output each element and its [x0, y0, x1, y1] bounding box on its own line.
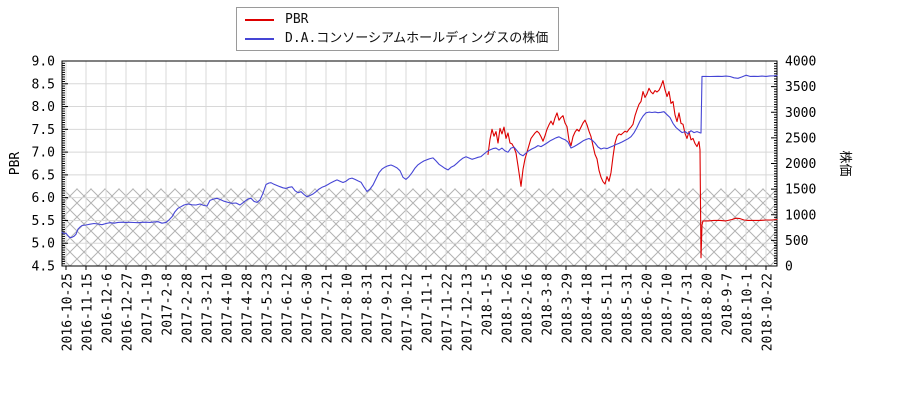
- svg-text:7.0: 7.0: [32, 146, 55, 161]
- x-tick-label: 2017-9-21: [381, 273, 396, 343]
- legend-item-stock-price: D.A.コンソーシアムホールディングスの株価: [245, 29, 548, 48]
- svg-text:8.0: 8.0: [32, 100, 55, 115]
- x-tick-label: 2018-8-20: [701, 273, 716, 343]
- x-tick-label: 2017-4-10: [221, 273, 236, 343]
- svg-text:1500: 1500: [785, 183, 816, 198]
- x-tick-label: 2017-10-12: [401, 273, 416, 351]
- x-tick-label: 2018-7-10: [661, 273, 676, 343]
- x-tick-label: 2018-4-18: [581, 273, 596, 343]
- x-tick-label: 2018-10-1: [741, 273, 756, 343]
- x-tick-label: 2017-12-13: [461, 273, 476, 351]
- x-tick-label: 2017-7-21: [321, 273, 336, 343]
- pbr-series-line: [487, 80, 778, 259]
- x-tick-label: 2018-9-7: [721, 273, 736, 336]
- x-tick-label: 2016-11-15: [81, 273, 96, 351]
- left-axis-title: PBR: [8, 152, 23, 176]
- svg-text:5.0: 5.0: [32, 237, 55, 252]
- svg-text:6.0: 6.0: [32, 191, 55, 206]
- stock-price-line-swatch: [245, 37, 274, 40]
- axis-ticks: [62, 60, 777, 270]
- x-tick-label: 2018-1-5: [481, 273, 496, 336]
- svg-text:2500: 2500: [785, 131, 816, 146]
- svg-text:6.5: 6.5: [32, 168, 55, 183]
- x-tick-label: 2018-5-11: [601, 273, 616, 343]
- hatch-band: [62, 188, 777, 266]
- svg-text:2000: 2000: [785, 157, 816, 172]
- x-tick-label: 2018-1-26: [501, 273, 516, 343]
- x-tick-label: 2017-1-19: [141, 273, 156, 343]
- svg-text:4000: 4000: [785, 55, 816, 70]
- x-tick-label: 2016-10-25: [61, 273, 76, 351]
- svg-text:4.5: 4.5: [32, 260, 55, 275]
- gridlines: [62, 60, 777, 267]
- x-tick-label: 2018-10-22: [761, 273, 776, 351]
- svg-text:8.5: 8.5: [32, 77, 55, 92]
- stock-price-series-line: [61, 74, 778, 239]
- svg-text:3500: 3500: [785, 80, 816, 95]
- svg-text:7.5: 7.5: [32, 123, 55, 138]
- legend-item-pbr: PBR: [245, 10, 548, 29]
- x-tick-label: 2018-6-20: [641, 273, 656, 343]
- x-tick-label: 2016-12-27: [121, 273, 136, 351]
- x-tick-label: 2017-3-21: [201, 273, 216, 343]
- x-tick-label: 2018-3-8: [541, 273, 556, 336]
- x-tick-label: 2016-12-6: [101, 273, 116, 343]
- x-tick-label: 2017-2-8: [161, 273, 176, 336]
- svg-text:9.0: 9.0: [32, 55, 55, 70]
- legend-label-stock-price: D.A.コンソーシアムホールディングスの株価: [285, 31, 549, 46]
- x-tick-label: 2017-2-28: [181, 273, 196, 343]
- x-tick-label: 2017-8-10: [341, 273, 356, 343]
- x-tick-label: 2017-6-12: [281, 273, 296, 343]
- x-tick-label: 2018-2-16: [521, 273, 536, 343]
- right-axis-title: 株価: [837, 150, 852, 176]
- svg-text:5.5: 5.5: [32, 214, 55, 229]
- legend-box: PBR D.A.コンソーシアムホールディングスの株価: [236, 7, 560, 51]
- pbr-line-swatch: [245, 18, 274, 21]
- x-tick-label: 2017-5-23: [261, 273, 276, 343]
- svg-text:0: 0: [785, 260, 793, 275]
- x-tick-label: 2017-4-28: [241, 273, 256, 343]
- svg-text:3000: 3000: [785, 106, 816, 121]
- x-tick-label: 2017-8-31: [361, 273, 376, 343]
- x-tick-label: 2018-3-29: [561, 273, 576, 343]
- legend-label-pbr: PBR: [285, 12, 309, 27]
- svg-text:500: 500: [785, 234, 808, 249]
- x-tick-label: 2017-11-1: [421, 273, 436, 343]
- axis-tick-labels: 9.0 8.5 8.0 7.5 7.0 6.5 6.0 5.5 5.0 4.5 4000 3500 30…: [32, 55, 817, 352]
- svg-text:1000: 1000: [785, 208, 816, 223]
- x-tick-label: 2017-6-30: [301, 273, 316, 343]
- x-tick-label: 2018-7-31: [681, 273, 696, 343]
- x-tick-label: 2018-5-31: [621, 273, 636, 343]
- x-tick-label: 2017-11-22: [441, 273, 456, 351]
